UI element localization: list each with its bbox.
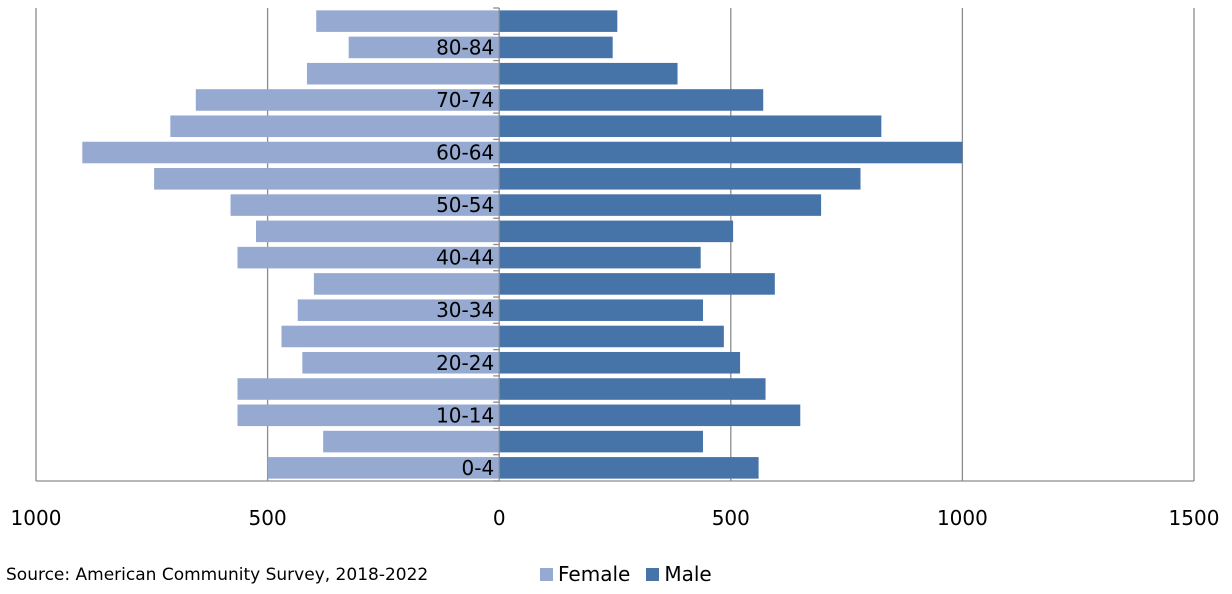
axes [36, 7, 1194, 482]
category-label-20-24: 20-24 [436, 351, 494, 375]
bar-male-50-54 [499, 194, 822, 216]
category-label-40-44: 40-44 [436, 246, 494, 270]
bar-male-25-29 [499, 325, 724, 348]
legend-label-male: Male [664, 562, 712, 586]
legend-item-female: Female [540, 562, 630, 586]
bar-male-30-34 [499, 299, 704, 321]
bar-male-55-59 [499, 168, 861, 190]
bar-female-0-4 [267, 457, 500, 479]
bar-female-40-44 [237, 246, 500, 269]
bar-male-60-64 [499, 141, 963, 164]
legend-swatch-female [540, 567, 553, 581]
category-label-70-74: 70-74 [436, 88, 494, 112]
bar-male-85+ [499, 10, 618, 32]
bar-female-80-84 [348, 36, 500, 59]
category-label-80-84: 80-84 [436, 35, 494, 59]
x-tick-label-1: 500 [249, 506, 287, 530]
category-label-10-14: 10-14 [436, 403, 494, 427]
x-tick-label-2: 0 [493, 506, 506, 530]
x-tick-label-3: 500 [712, 506, 750, 530]
bar-female-70-74 [195, 89, 500, 111]
bar-female-10-14 [237, 404, 500, 427]
legend: Female Male [540, 562, 728, 586]
x-tick-label-5: 1500 [1169, 506, 1220, 530]
category-labels: 0-4 10-14 20-24 30-34 40-44 50-54 60-64 70-74 80… [436, 35, 494, 479]
bar-female-60-64 [82, 141, 500, 164]
source-note: Source: American Community Survey, 2018-… [6, 565, 429, 585]
x-tick-label-0: 1000 [11, 506, 62, 530]
bar-male-35-39 [499, 273, 775, 295]
x-tick-label-4: 1000 [937, 506, 988, 530]
x-tick-labels: 1000 500 0 500 1000 1500 [11, 506, 1220, 530]
bar-male-0-4 [499, 457, 759, 479]
bar-male-70-74 [499, 89, 764, 111]
bar-female-55-59 [154, 168, 500, 190]
bar-female-5-9 [323, 430, 500, 453]
bar-male-75-79 [499, 62, 678, 85]
bar-male-5-9 [499, 430, 704, 453]
bar-male-80-84 [499, 36, 613, 59]
bar-male-65-69 [499, 115, 882, 138]
bar-female-75-79 [306, 62, 500, 85]
legend-swatch-male [646, 567, 660, 581]
bar-female-25-29 [281, 325, 500, 348]
bar-female-20-24 [302, 351, 500, 374]
bar-male-20-24 [499, 351, 741, 374]
gridlines [35, 8, 1195, 481]
bar-female-50-54 [230, 194, 500, 216]
category-label-60-64: 60-64 [436, 141, 494, 165]
legend-item-male: Male [646, 562, 712, 586]
category-label-0-4: 0-4 [462, 456, 495, 480]
bar-female-15-19 [237, 378, 500, 400]
bar-female-85+ [316, 10, 500, 32]
bar-female-45-49 [256, 220, 500, 243]
bars [82, 10, 963, 479]
category-label-50-54: 50-54 [436, 193, 494, 217]
bar-male-10-14 [499, 404, 801, 427]
bar-male-40-44 [499, 246, 701, 269]
category-label-30-34: 30-34 [436, 298, 494, 322]
bar-female-30-34 [297, 299, 500, 321]
bar-female-35-39 [313, 273, 500, 295]
bar-female-65-69 [170, 115, 500, 138]
legend-label-female: Female [558, 562, 631, 586]
bar-male-45-49 [499, 220, 734, 243]
bar-male-15-19 [499, 378, 766, 400]
